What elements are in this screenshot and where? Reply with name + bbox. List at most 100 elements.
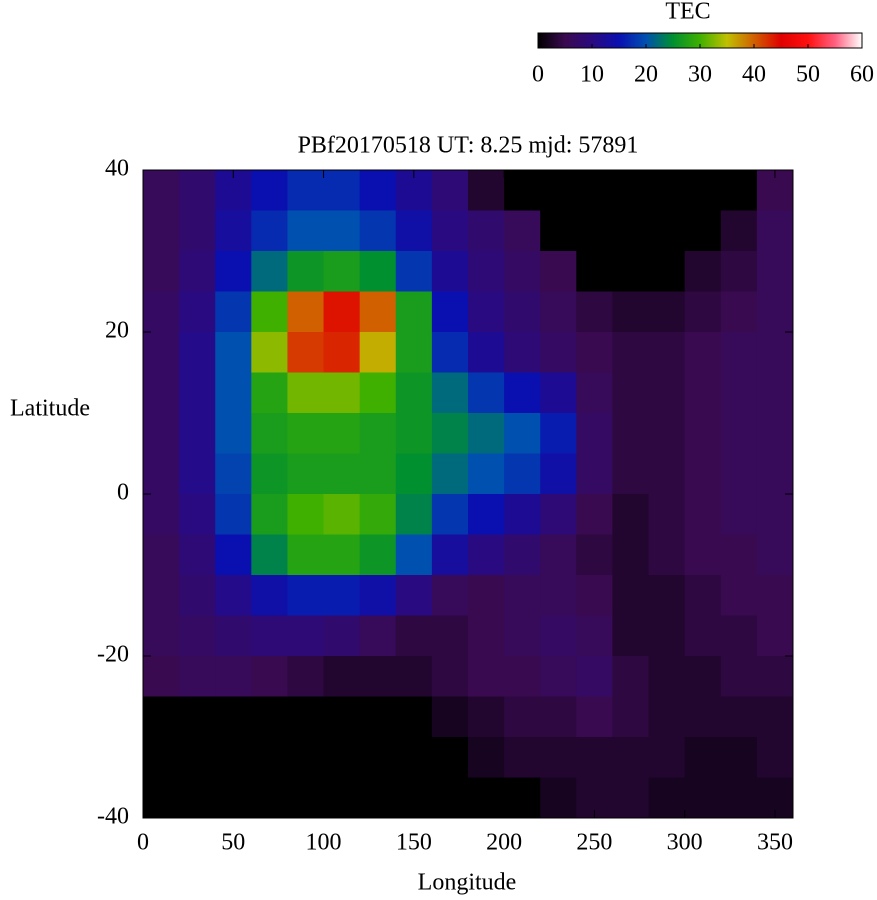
heatmap-cell: [143, 494, 180, 535]
heatmap-cell: [431, 413, 469, 454]
heatmap-cell: [179, 332, 216, 373]
heatmap-cell: [431, 575, 469, 616]
heatmap-cell: [431, 332, 469, 373]
x-tick-label: 350: [757, 830, 793, 856]
heatmap-cell: [179, 737, 216, 778]
heatmap-cell: [468, 170, 505, 211]
x-tick-label: 250: [576, 830, 612, 856]
heatmap-cell: [179, 453, 216, 495]
heatmap-cell: [756, 696, 794, 738]
heatmap-cell: [504, 453, 541, 495]
colorbar-tick-label: 10: [580, 62, 604, 88]
heatmap-cell: [576, 210, 613, 252]
heatmap-cell: [323, 494, 361, 535]
heatmap-cell: [359, 656, 397, 697]
heatmap-cell: [359, 372, 397, 414]
y-tick-label: -40: [97, 804, 129, 830]
heatmap-cell: [395, 332, 433, 373]
heatmap-cell: [431, 534, 469, 576]
heatmap-cell: [215, 737, 252, 778]
heatmap-cell: [576, 332, 613, 373]
heatmap-cell: [215, 575, 252, 616]
heatmap-cell: [395, 372, 433, 414]
heatmap-cell: [756, 291, 794, 333]
heatmap-cell: [468, 372, 505, 414]
heatmap-cell: [648, 696, 686, 738]
heatmap-cell: [251, 413, 288, 454]
heatmap-cell: [648, 251, 686, 292]
heatmap-cell: [468, 737, 505, 778]
heatmap-cell: [395, 534, 433, 576]
heatmap-cell: [648, 332, 686, 373]
heatmap-cell: [720, 615, 758, 657]
chart-title: PBf20170518 UT: 8.25 mjd: 57891: [298, 133, 639, 159]
heatmap-cell: [323, 413, 361, 454]
heatmap-cell: [720, 453, 758, 495]
heatmap-cell: [756, 413, 794, 454]
heatmap-cell: [143, 332, 180, 373]
heatmap-cell: [756, 210, 794, 252]
heatmap-cell: [395, 656, 433, 697]
heatmap-cell: [287, 210, 325, 252]
heatmap-cell: [468, 656, 505, 697]
x-tick-label: 50: [221, 830, 245, 856]
heatmap-cell: [215, 332, 252, 373]
heatmap-cell: [504, 494, 541, 535]
heatmap-cell: [215, 210, 252, 252]
heatmap-cell: [323, 372, 361, 414]
heatmap-cell: [576, 656, 613, 697]
heatmap-cell: [612, 534, 650, 576]
heatmap-cell: [648, 777, 686, 819]
heatmap-cell: [179, 656, 216, 697]
heatmap-cell: [504, 696, 541, 738]
heatmap-cell: [431, 372, 469, 414]
heatmap-cell: [648, 737, 686, 778]
heatmap-cell: [359, 534, 397, 576]
heatmap-cell: [612, 251, 650, 292]
heatmap-cell: [359, 696, 397, 738]
heatmap-cell: [648, 534, 686, 576]
heatmap-cell: [215, 453, 252, 495]
heatmap-cell: [395, 575, 433, 616]
heatmap-cell: [359, 291, 397, 333]
y-tick-label: -20: [97, 642, 129, 668]
heatmap-cell: [540, 372, 577, 414]
heatmap-cell: [756, 615, 794, 657]
heatmap-cell: [540, 453, 577, 495]
heatmap-cell: [612, 332, 650, 373]
heatmap-cell: [215, 251, 252, 292]
heatmap-cell: [612, 210, 650, 252]
heatmap-cell: [143, 656, 180, 697]
heatmap-cell: [215, 413, 252, 454]
x-axis-label: Longitude: [418, 870, 517, 896]
heatmap-cell: [540, 777, 577, 819]
heatmap-cell: [323, 777, 361, 819]
heatmap-cell: [468, 494, 505, 535]
heatmap-cell: [143, 696, 180, 738]
heatmap-cell: [504, 291, 541, 333]
heatmap-cell: [468, 453, 505, 495]
heatmap-cell: [287, 413, 325, 454]
heatmap-cell: [540, 615, 577, 657]
heatmap-cell: [251, 332, 288, 373]
heatmap-cell: [323, 656, 361, 697]
heatmap-cell: [468, 534, 505, 576]
heatmap-cell: [251, 453, 288, 495]
heatmap-cell: [540, 696, 577, 738]
heatmap-cell: [684, 494, 722, 535]
heatmap-cell: [648, 210, 686, 252]
heatmap-cell: [287, 575, 325, 616]
heatmap-cell: [323, 696, 361, 738]
heatmap-cell: [648, 494, 686, 535]
heatmap-cell: [143, 777, 180, 819]
heatmap-cell: [720, 696, 758, 738]
heatmap-cell: [287, 494, 325, 535]
heatmap-cell: [540, 210, 577, 252]
heatmap-cell: [395, 494, 433, 535]
heatmap-cell: [395, 453, 433, 495]
heatmap-cell: [287, 777, 325, 819]
colorbar-tick-label: 50: [796, 62, 820, 88]
x-tick-label: 0: [137, 830, 149, 856]
heatmap-cell: [540, 251, 577, 292]
